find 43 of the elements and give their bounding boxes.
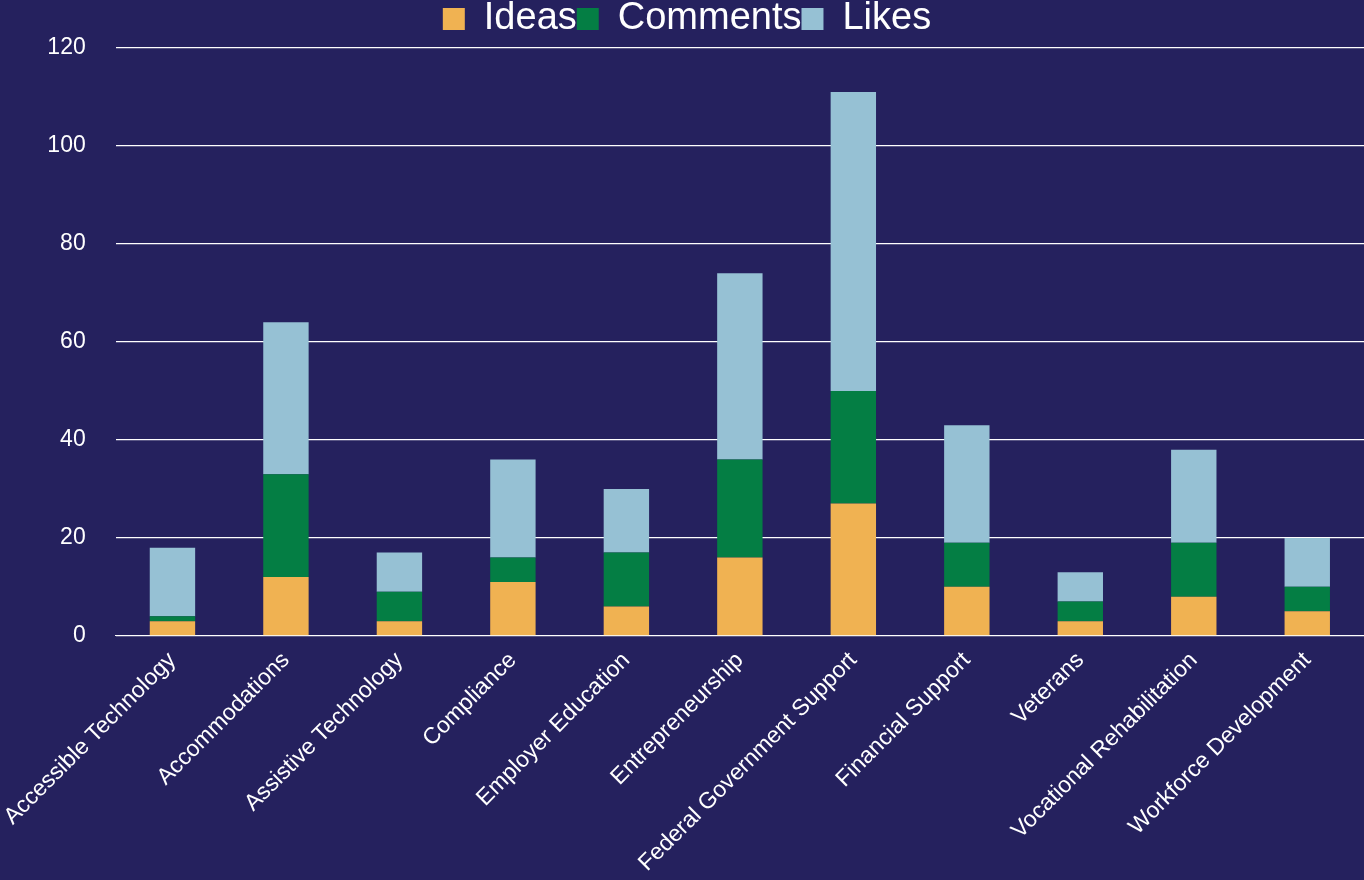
legend-label: Comments — [617, 0, 802, 38]
legend-label: Likes — [842, 0, 932, 38]
bar — [1057, 601, 1103, 622]
bar — [717, 273, 763, 460]
bar — [1171, 596, 1217, 636]
y-tick-label: 120 — [47, 33, 86, 60]
bar — [263, 322, 309, 475]
bar — [1284, 586, 1330, 612]
bar — [944, 425, 990, 543]
bar — [263, 577, 309, 636]
bar — [1171, 542, 1217, 597]
bar — [717, 459, 763, 558]
y-tick-label: 40 — [60, 425, 86, 452]
bar — [149, 621, 196, 636]
bar — [830, 503, 877, 636]
y-tick-label: 80 — [60, 229, 86, 256]
bar — [830, 92, 877, 391]
bar — [1057, 621, 1103, 636]
bar — [1171, 449, 1217, 543]
bar — [376, 552, 423, 592]
y-tick-label: 0 — [72, 621, 86, 648]
y-tick-label: 100 — [47, 131, 86, 158]
y-tick-label: 60 — [60, 327, 86, 354]
bar — [944, 586, 990, 636]
bar — [717, 557, 763, 636]
bar — [603, 552, 650, 607]
bar — [376, 621, 423, 636]
bar — [944, 542, 990, 587]
bar — [490, 459, 536, 558]
bar — [149, 547, 196, 617]
bar — [263, 474, 309, 578]
bar — [603, 488, 650, 553]
bar — [149, 616, 196, 622]
bar — [1057, 572, 1103, 602]
bar — [490, 557, 536, 582]
bar — [490, 581, 536, 636]
bar — [376, 591, 423, 622]
bar — [1284, 537, 1330, 587]
bar — [830, 390, 877, 504]
legend-label: Ideas — [483, 0, 577, 38]
bar — [1284, 611, 1330, 636]
y-tick-label: 20 — [60, 523, 86, 550]
bar — [603, 606, 650, 636]
